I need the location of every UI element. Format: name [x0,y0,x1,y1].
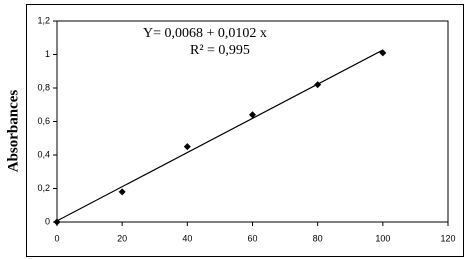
equation: Y= 0,0068 + 0,0102 x [143,26,267,41]
y-tick-label: 0,2 [37,183,50,193]
plot-area [56,20,449,223]
y-tick-label: 0 [45,216,50,226]
x-tick-label: 40 [182,233,192,243]
y-tick-label: 0,8 [37,82,50,92]
data-point [118,188,126,196]
data-point [183,143,191,151]
trendline [56,49,384,222]
chart-frame [26,4,464,257]
data-point [53,218,61,226]
y-axis-label: Absorbances [5,90,21,173]
x-tick-label: 120 [440,233,455,243]
x-tick-label: 0 [54,233,59,243]
y-tick-label: 1 [45,49,50,59]
y-tick-label: 0,4 [37,149,50,159]
y-tick-label: 0,6 [37,116,50,126]
x-tick-label: 80 [313,233,323,243]
x-tick-label: 60 [247,233,257,243]
r-squared: R² = 0,995 [190,43,250,58]
x-tick-label: 100 [375,233,390,243]
data-point [249,111,256,119]
x-tick-label: 20 [117,233,127,243]
y-tick-label: 1,2 [37,15,50,25]
data-point [314,81,322,89]
data-point [379,49,387,57]
